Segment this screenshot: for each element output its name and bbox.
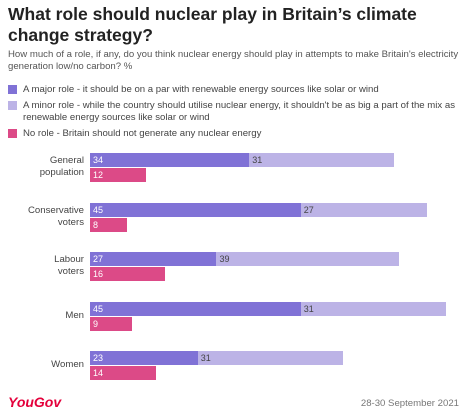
value-label: 34	[93, 155, 104, 165]
chart-subtitle: How much of a role, if any, do you think…	[8, 49, 459, 72]
value-label: 8	[93, 219, 99, 230]
bar	[197, 351, 343, 365]
bar	[90, 202, 301, 217]
value-label: 14	[93, 368, 104, 378]
bar	[300, 202, 428, 217]
legend-label: No role - Britain should not generate an…	[23, 128, 262, 139]
value-label: 27	[303, 204, 314, 215]
bar	[90, 301, 301, 316]
value-label: 12	[93, 170, 104, 180]
value-label: 31	[200, 353, 211, 363]
legend-item: A major role - it should be on a par wit…	[8, 84, 460, 96]
legend-swatch	[8, 129, 17, 138]
bar	[90, 168, 147, 182]
legend-item: No role - Britain should not generate an…	[8, 128, 460, 140]
value-label: 31	[252, 155, 263, 165]
value-label: 16	[93, 269, 104, 279]
category-label: Conservative voters	[28, 204, 84, 228]
bar	[90, 351, 198, 365]
legend: A major role - it should be on a par wit…	[8, 84, 460, 144]
value-label: 45	[93, 204, 104, 215]
category-label: General population	[39, 155, 84, 178]
legend-label: A minor role - while the country should …	[23, 100, 455, 123]
legend-item: A minor role - while the country should …	[8, 100, 460, 124]
date: 28-30 September 2021	[360, 398, 459, 409]
bar	[90, 153, 250, 167]
category-label: Women	[51, 359, 84, 370]
bar	[90, 316, 133, 331]
source-logo: YouGov	[8, 394, 62, 410]
bar	[90, 252, 217, 266]
legend-swatch	[8, 85, 17, 94]
bar	[300, 301, 446, 316]
value-label: 31	[303, 303, 314, 314]
bar	[90, 267, 165, 281]
legend-swatch	[8, 101, 17, 110]
value-label: 39	[219, 254, 230, 264]
value-label: 27	[93, 254, 104, 264]
bar	[90, 217, 128, 232]
bar	[249, 153, 395, 167]
category-label: Labour voters	[54, 254, 84, 277]
category-label: Men	[65, 309, 84, 321]
value-label: 45	[93, 303, 104, 314]
chart-title: What role should nuclear play in Britain…	[8, 4, 417, 45]
legend-label: A major role - it should be on a par wit…	[23, 84, 379, 95]
bar	[90, 366, 156, 380]
bar	[216, 252, 400, 266]
value-label: 23	[93, 353, 104, 363]
value-label: 9	[93, 318, 99, 329]
